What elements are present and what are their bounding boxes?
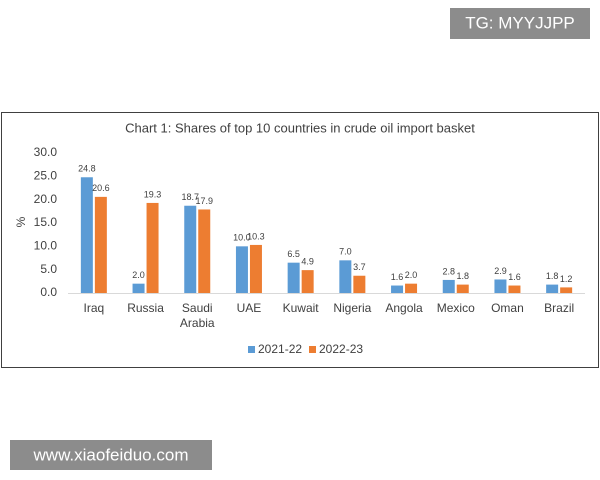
legend-label: 2022-23 [319,342,363,356]
x-tick-label: Brazil [544,301,574,315]
watermark: TG: MYYJJPP [465,13,575,32]
bar [198,209,211,293]
x-tick-label: Iraq [84,301,105,315]
bar [146,202,159,293]
value-label: 19.3 [144,189,162,199]
bar [494,279,507,293]
bar [235,246,248,293]
value-label: 20.6 [92,183,110,193]
bar [94,196,107,293]
value-label: 1.6 [391,272,404,282]
value-label: 2.0 [405,270,418,280]
value-label: 1.8 [546,271,559,281]
x-tick-label: UAE [237,301,262,315]
bar [301,270,314,293]
value-label: 3.7 [353,262,366,272]
y-tick-label: 25.0 [34,169,58,183]
legend-swatch [248,346,255,353]
bar [405,283,418,293]
bar [442,279,455,293]
x-tick-label: Russia [127,301,164,315]
value-label: 1.8 [456,271,469,281]
x-tick-label: Kuwait [283,301,320,315]
value-label: 10.3 [247,231,265,241]
y-tick-label: 20.0 [34,192,58,206]
bar [353,275,366,293]
chart-title: Chart 1: Shares of top 10 countries in c… [125,120,475,135]
bar [508,285,521,293]
y-tick-label: 10.0 [34,239,58,253]
bar [249,244,262,293]
value-label: 24.8 [78,164,96,174]
y-tick-label: 15.0 [34,215,58,229]
y-axis-label: % [14,216,28,227]
value-label: 10.0 [233,233,251,243]
bar [80,177,93,293]
value-label: 1.2 [560,274,573,284]
bar [132,283,145,293]
y-tick-label: 5.0 [40,262,57,276]
x-tick-label: Nigeria [333,301,371,315]
bar [287,262,300,293]
value-label: 2.0 [132,270,145,280]
legend-swatch [309,346,316,353]
value-label: 6.5 [287,249,300,259]
x-tick-label: Angola [385,301,423,315]
legend-label: 2021-22 [258,342,302,356]
bar [339,260,352,293]
bar [184,205,197,293]
value-label: 7.0 [339,247,352,257]
value-label: 1.6 [508,272,521,282]
watermark-box [10,440,212,470]
x-tick-label: Mexico [437,301,475,315]
bar [391,285,404,293]
value-label: 2.8 [442,266,455,276]
x-tick-label: Saudi Arabia [180,301,215,330]
watermark: www.xiaofeiduo.com [33,445,189,464]
bar [456,284,469,293]
value-label: 17.9 [195,196,213,206]
y-tick-label: 0.0 [40,285,57,299]
value-label: 2.9 [494,266,507,276]
bar [560,287,573,293]
watermark-box [450,8,590,39]
x-tick-label: Oman [491,301,524,315]
value-label: 18.7 [181,192,199,202]
value-label: 4.9 [301,257,314,267]
bar [546,284,559,293]
y-tick-label: 30.0 [34,145,58,159]
